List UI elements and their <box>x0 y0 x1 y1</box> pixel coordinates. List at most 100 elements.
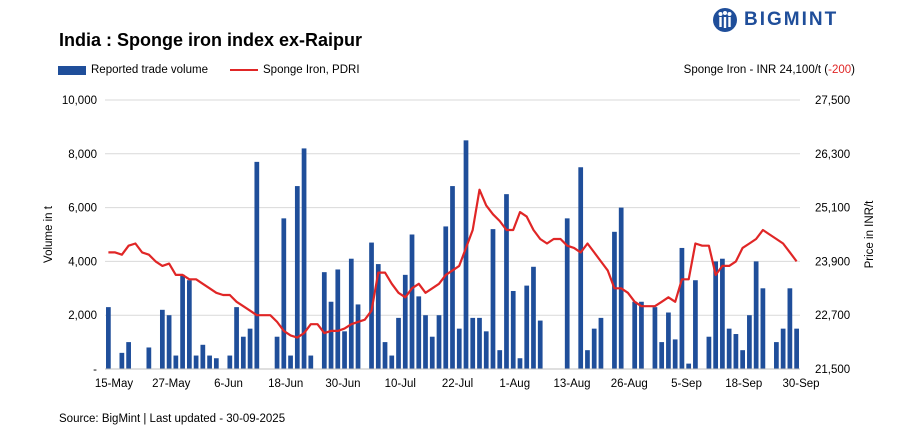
volume-bar <box>207 355 212 369</box>
volume-bar <box>119 352 125 369</box>
volume-bar <box>517 358 523 369</box>
y-right-tick-label: 23,900 <box>815 256 850 268</box>
price-change-value: -200 <box>828 64 852 76</box>
volume-bar <box>564 218 570 369</box>
y-left-tick-label: 2,000 <box>68 310 97 322</box>
brand-name: BIGMINT <box>744 9 839 30</box>
x-tick-label: 22-Jul <box>442 378 473 390</box>
volume-bar <box>760 288 766 369</box>
volume-bar <box>666 312 671 369</box>
price-change-note: Sponge Iron - INR 24,100/t (-200) <box>684 64 855 76</box>
volume-bar <box>652 307 658 369</box>
x-tick-label: 30-Sep <box>782 378 819 390</box>
volume-bar <box>321 272 327 369</box>
x-tick-label: 18-Jun <box>268 378 303 390</box>
y-left-tick-label: 4,000 <box>68 256 97 268</box>
volume-bar <box>274 336 280 369</box>
x-tick-label: 27-May <box>152 378 191 390</box>
y-right-axis-title: Price in INR/t <box>864 200 876 269</box>
legend-item-volume: Reported trade volume <box>58 64 208 76</box>
volume-bar <box>612 231 617 369</box>
volume-bar <box>375 264 381 369</box>
volume-bar <box>409 234 415 369</box>
legend-label-volume: Reported trade volume <box>91 64 208 76</box>
volume-bar <box>159 309 165 369</box>
y-right-tick-label: 27,500 <box>815 95 850 107</box>
volume-bar <box>483 331 489 369</box>
volume-bar <box>308 355 314 369</box>
volume-bar <box>693 280 698 369</box>
volume-bar <box>450 186 455 369</box>
volume-bar <box>794 328 799 369</box>
x-tick-label: 26-Aug <box>611 378 648 390</box>
volume-bar <box>578 167 584 369</box>
volume-bar <box>659 342 665 369</box>
volume-bar <box>787 288 793 369</box>
y-right-tick-label: 26,300 <box>815 149 850 161</box>
x-tick-label: 18-Sep <box>725 378 762 390</box>
volume-bar <box>537 320 543 369</box>
volume-bar <box>396 317 401 369</box>
volume-bar <box>524 285 530 369</box>
volume-bar <box>389 355 395 369</box>
y-right-tick-label: 22,700 <box>815 310 850 322</box>
x-tick-label: 15-May <box>95 378 134 390</box>
volume-bar <box>598 317 604 369</box>
volume-bar <box>632 301 638 369</box>
y-right-tick-label: 25,100 <box>815 203 850 215</box>
volume-bar <box>402 274 408 369</box>
x-tick-label: 13-Aug <box>553 378 590 390</box>
chart-title: India : Sponge iron index ex-Raipur <box>59 30 363 50</box>
volume-bar <box>213 358 219 369</box>
volume-bar <box>328 301 334 369</box>
volume-bar <box>186 280 192 369</box>
volume-bar <box>720 258 725 369</box>
volume-bar <box>146 347 152 369</box>
volume-bar <box>227 355 233 369</box>
volume-bar <box>585 350 590 369</box>
price-note-suffix: ) <box>851 64 855 76</box>
volume-bar <box>672 339 678 369</box>
volume-bar <box>294 186 300 369</box>
x-tick-label: 1-Aug <box>499 378 530 390</box>
volume-bar <box>106 307 111 369</box>
volume-bar <box>753 261 759 369</box>
volume-bar <box>166 315 172 369</box>
volume-bar <box>423 315 428 369</box>
bigmint-logo-icon <box>713 8 737 32</box>
volume-bar <box>443 226 449 369</box>
volume-bar <box>726 328 732 369</box>
volume-bar <box>477 317 482 369</box>
volume-bar <box>301 148 307 369</box>
volume-bar <box>510 290 516 369</box>
y-left-axis-title: Volume in t <box>43 205 55 263</box>
volume-bar <box>504 194 509 369</box>
volume-bar <box>713 261 719 369</box>
legend-swatch-bar <box>58 65 86 75</box>
volume-bar <box>126 342 131 369</box>
volume-bar <box>639 301 644 369</box>
volume-bar <box>240 336 246 369</box>
volume-bar <box>686 363 692 369</box>
volume-bar <box>193 355 199 369</box>
volume-bar <box>497 350 503 369</box>
volume-bar <box>470 317 476 369</box>
volume-bar <box>173 355 179 369</box>
legend-swatch-line <box>230 69 258 71</box>
volume-bar <box>780 328 786 369</box>
volume-bar <box>456 328 462 369</box>
volume-bar <box>288 355 293 369</box>
y-left-tick-label: - <box>93 364 97 376</box>
volume-bar <box>747 315 752 369</box>
volume-bar <box>342 331 347 369</box>
volume-bar <box>382 342 388 369</box>
volume-bar <box>247 328 253 369</box>
legend-item-price: Sponge Iron, PDRI <box>230 64 360 76</box>
legend-label-price: Sponge Iron, PDRI <box>263 64 360 76</box>
y-left-tick-label: 10,000 <box>62 95 97 107</box>
volume-bar <box>531 266 536 369</box>
volume-bar <box>355 304 361 369</box>
volume-bar <box>429 336 435 369</box>
x-tick-label: 10-Jul <box>385 378 416 390</box>
price-line <box>108 188 798 339</box>
